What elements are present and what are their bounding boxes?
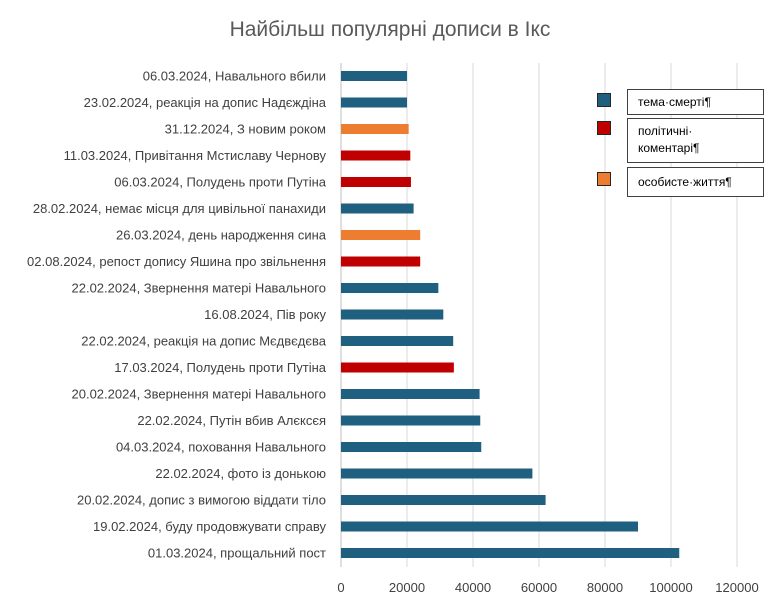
bar (341, 389, 480, 399)
bar (341, 521, 638, 532)
legend-label-personal: особисте·життя¶ (627, 167, 764, 197)
bar (341, 309, 444, 320)
x-tick-label: 80000 (587, 580, 623, 595)
legend-swatch-death (597, 93, 611, 107)
category-label: 22.02.2024, фото із донькою (155, 466, 326, 481)
bar (341, 495, 546, 505)
bar (341, 442, 482, 452)
bar (341, 124, 409, 134)
category-label: 31.12.2024, З новим роком (165, 122, 326, 137)
bar (341, 71, 407, 81)
legend-label-death: тема·смерті¶ (627, 89, 764, 115)
bar (341, 97, 407, 108)
bar (341, 230, 421, 240)
bar (341, 283, 439, 293)
legend-swatch-political (597, 121, 611, 135)
category-label: 04.03.2024, поховання Навального (116, 440, 326, 455)
legend-swatch-personal (597, 172, 611, 186)
bar (341, 203, 414, 214)
category-label: 06.03.2024, Полудень проти Путіна (114, 175, 327, 190)
category-label: 22.02.2024, реакція на допис Мєдвєдєва (81, 334, 326, 349)
bar (341, 336, 454, 346)
bar (341, 468, 533, 479)
bar (341, 177, 411, 187)
bar (341, 415, 481, 426)
category-label: 02.08.2024, репост допису Яшина про звіл… (27, 254, 326, 269)
category-label: 23.02.2024, реакція на допис Надєждіна (84, 95, 327, 110)
bar (341, 256, 421, 267)
chart-title: Найбільш популярні дописи в Ікс (229, 18, 551, 41)
category-label: 19.02.2024, буду продовжувати справу (93, 519, 326, 534)
category-label: 11.03.2024, Привітання Мстиславу Чернову (64, 148, 327, 163)
x-tick-label: 60000 (521, 580, 557, 595)
x-tick-label: 0 (337, 580, 344, 595)
bar (341, 548, 680, 558)
category-label: 22.02.2024, Звернення матері Навального (72, 281, 327, 296)
bar (341, 150, 411, 161)
category-label: 28.02.2024, немає місця для цивільної па… (33, 201, 326, 216)
category-label: 17.03.2024, Полудень проти Путіна (114, 360, 327, 375)
x-tick-label: 40000 (455, 580, 491, 595)
category-label: 20.02.2024, Звернення матері Навального (72, 387, 327, 402)
category-label: 20.02.2024, допис з вимогою віддати тіло (77, 493, 326, 508)
category-label: 16.08.2024, Пів року (204, 307, 326, 322)
category-label: 22.02.2024, Путін вбив Алєксєя (137, 413, 326, 428)
x-tick-label: 20000 (389, 580, 425, 595)
x-tick-label: 120000 (715, 580, 758, 595)
legend-label-political: політичні· коментарі¶ (627, 118, 764, 163)
x-tick-label: 100000 (649, 580, 692, 595)
category-label: 06.03.2024, Навального вбили (143, 69, 326, 84)
bar (341, 362, 454, 373)
category-label: 01.03.2024, прощальний пост (148, 546, 326, 561)
category-label: 26.03.2024, день народження сина (116, 228, 327, 243)
